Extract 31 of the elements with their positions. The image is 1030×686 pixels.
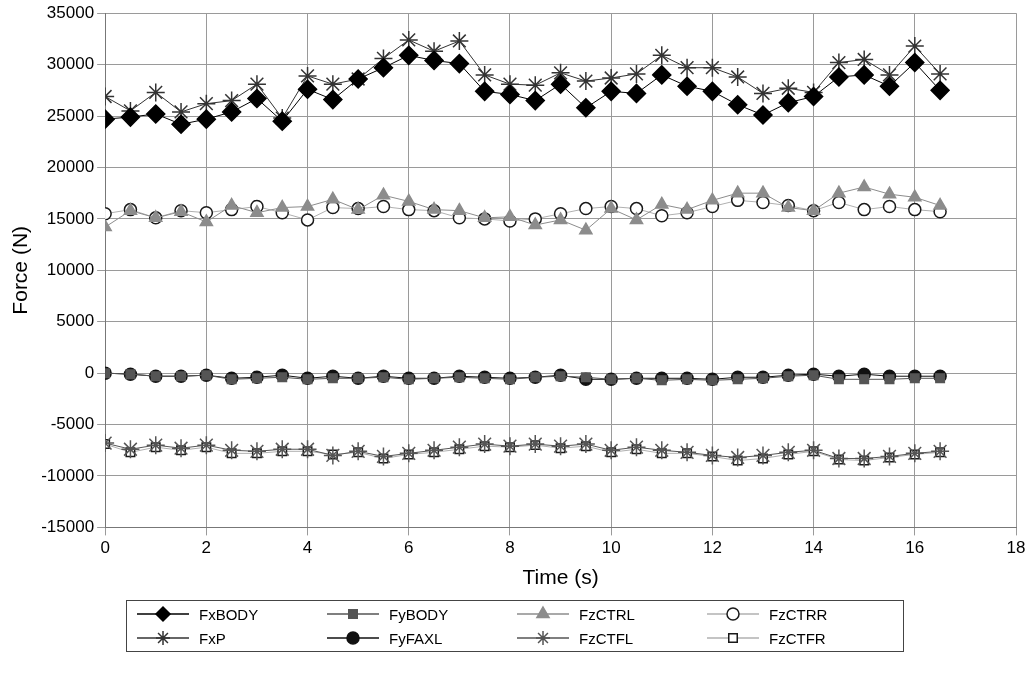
- x-tick-label: 10: [601, 538, 621, 558]
- x-axis-title: Time (s): [522, 565, 599, 589]
- x-tick-label: 12: [702, 538, 722, 558]
- y-tick-label: 5000: [56, 311, 95, 331]
- x-tick-label: 4: [302, 538, 313, 558]
- x-tick-label: 6: [404, 538, 414, 558]
- y-tick-label: 15000: [46, 208, 95, 228]
- x-tick-label: 0: [100, 538, 110, 558]
- y-tick-label: 10000: [46, 259, 95, 279]
- x-tick-label: 18: [1006, 538, 1026, 558]
- legend-label: FzCTRR: [769, 605, 828, 623]
- y-axis-title: Force (N): [8, 225, 32, 315]
- y-tick-label: -10000: [41, 465, 95, 485]
- legend-label: FxP: [199, 629, 226, 647]
- x-tick-label: 14: [804, 538, 824, 558]
- x-tick-label: 8: [505, 538, 515, 558]
- x-tick-label: 2: [201, 538, 212, 558]
- y-tick-label: 30000: [46, 54, 95, 74]
- legend-label: FyBODY: [389, 605, 449, 623]
- legend-label: FxBODY: [199, 605, 259, 623]
- legend-label: FzCTFL: [579, 629, 634, 647]
- y-tick-label: -15000: [41, 517, 95, 537]
- y-tick-label: -5000: [50, 414, 95, 434]
- legend-label: FzCTFR: [769, 629, 826, 647]
- y-tick-label: 25000: [46, 105, 95, 125]
- y-tick-label: 20000: [46, 157, 95, 177]
- y-tick-label: 0: [84, 362, 95, 382]
- legend-label: FyFAXL: [389, 629, 443, 647]
- y-tick-label: 35000: [46, 2, 95, 22]
- legend-label: FzCTRL: [579, 605, 635, 623]
- x-tick-label: 16: [905, 538, 925, 558]
